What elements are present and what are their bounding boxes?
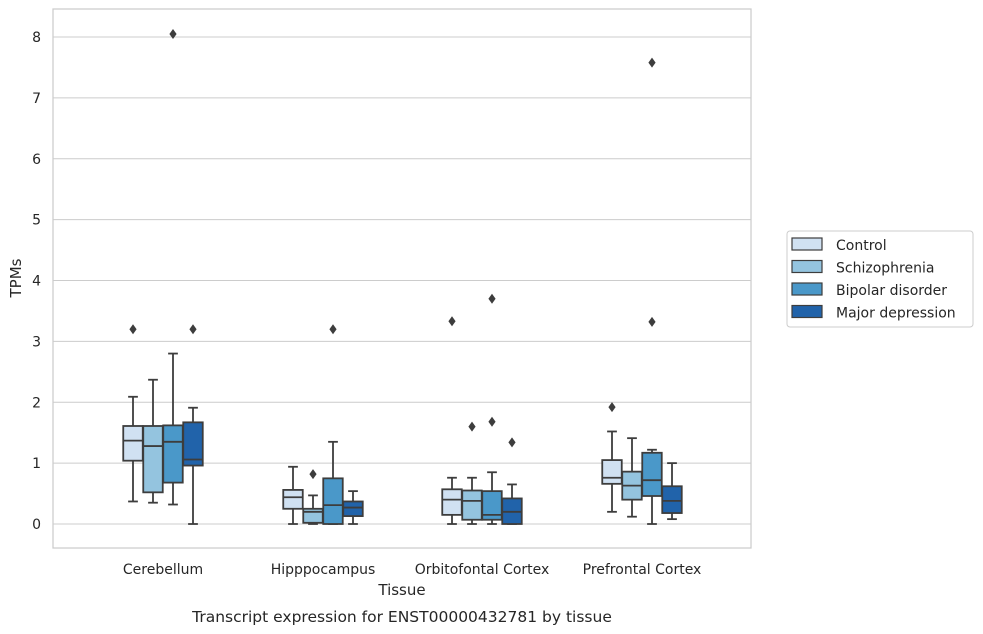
box-schizophrenia	[302, 469, 324, 525]
y-tick-labels: 0 1 2 3 4 5 6 7 8	[32, 30, 41, 533]
outlier-point	[468, 421, 476, 432]
x-axis-title: Tissue	[377, 581, 425, 599]
box-control	[122, 324, 144, 503]
outlier-point	[169, 28, 177, 39]
box-iqr	[162, 424, 184, 484]
legend-swatch	[791, 282, 823, 296]
legend-label: Schizophrenia	[836, 261, 934, 277]
box-iqr	[342, 500, 364, 517]
outlier-point	[189, 324, 197, 335]
x-tick-label: Orbitofontal Cortex	[415, 562, 550, 578]
box-major-depression	[342, 490, 364, 525]
box-control	[441, 316, 463, 525]
outlier-point	[608, 402, 616, 413]
y-tick-label: 5	[32, 213, 41, 229]
box-iqr	[182, 421, 204, 467]
box-major-depression	[182, 324, 204, 525]
x-tick-label: Hipppocampus	[271, 562, 376, 578]
outlier-point	[329, 324, 337, 335]
plot-frame	[52, 8, 752, 549]
box-schizophrenia	[621, 437, 643, 518]
box-iqr	[282, 489, 304, 510]
y-tick-label: 6	[32, 152, 41, 168]
x-tick-labels: Cerebellum Hipppocampus Orbitofontal Corte…	[123, 562, 701, 578]
legend-swatch	[791, 237, 823, 251]
box-iqr	[322, 477, 344, 525]
y-tick-label: 1	[32, 456, 41, 472]
chart-caption: Transcript expression for ENST0000043278…	[191, 608, 612, 626]
y-axis-title: TPMs	[7, 258, 25, 298]
legend: Control Schizophrenia Bipolar disorder Majo…	[786, 230, 974, 328]
box-bipolar-disorder	[322, 324, 344, 525]
outlier-point	[648, 316, 656, 327]
box-schizophrenia	[461, 421, 483, 525]
x-tick-label: Prefrontal Cortex	[583, 562, 702, 578]
box-control	[282, 465, 304, 525]
outlier-point	[448, 316, 456, 327]
outlier-point	[488, 416, 496, 427]
outlier-point	[309, 469, 317, 480]
box-iqr	[661, 485, 683, 514]
box-bipolar-disorder	[162, 28, 184, 506]
box-bipolar-disorder	[641, 57, 663, 525]
legend-label: Control	[836, 238, 887, 254]
box-control	[601, 402, 623, 513]
box-iqr	[302, 507, 324, 524]
x-tick-label: Cerebellum	[123, 562, 203, 578]
box-iqr	[601, 459, 623, 485]
y-tick-label: 3	[32, 334, 41, 350]
y-tick-label: 7	[32, 91, 41, 107]
box-major-depression	[501, 437, 523, 525]
legend-swatch	[791, 304, 823, 319]
outlier-point	[129, 324, 137, 335]
outlier-point	[488, 293, 496, 304]
legend-label: Bipolar disorder	[836, 283, 947, 299]
y-tick-label: 2	[32, 395, 41, 411]
y-tick-label: 8	[32, 30, 41, 46]
box-bipolar-disorder	[481, 293, 503, 525]
box-schizophrenia	[142, 378, 164, 504]
legend-label: Major depression	[836, 306, 956, 322]
box-iqr	[441, 488, 463, 516]
boxes	[122, 28, 683, 525]
y-tick-label: 0	[32, 517, 41, 533]
legend-frame	[786, 230, 974, 328]
box-iqr	[461, 489, 483, 521]
box-iqr	[142, 425, 164, 494]
outlier-point	[508, 437, 516, 448]
legend-swatch	[791, 259, 823, 274]
outlier-point	[648, 57, 656, 68]
box-major-depression	[661, 462, 683, 521]
y-tick-label: 4	[32, 274, 41, 290]
box-iqr	[641, 451, 663, 497]
box-iqr	[122, 425, 144, 462]
